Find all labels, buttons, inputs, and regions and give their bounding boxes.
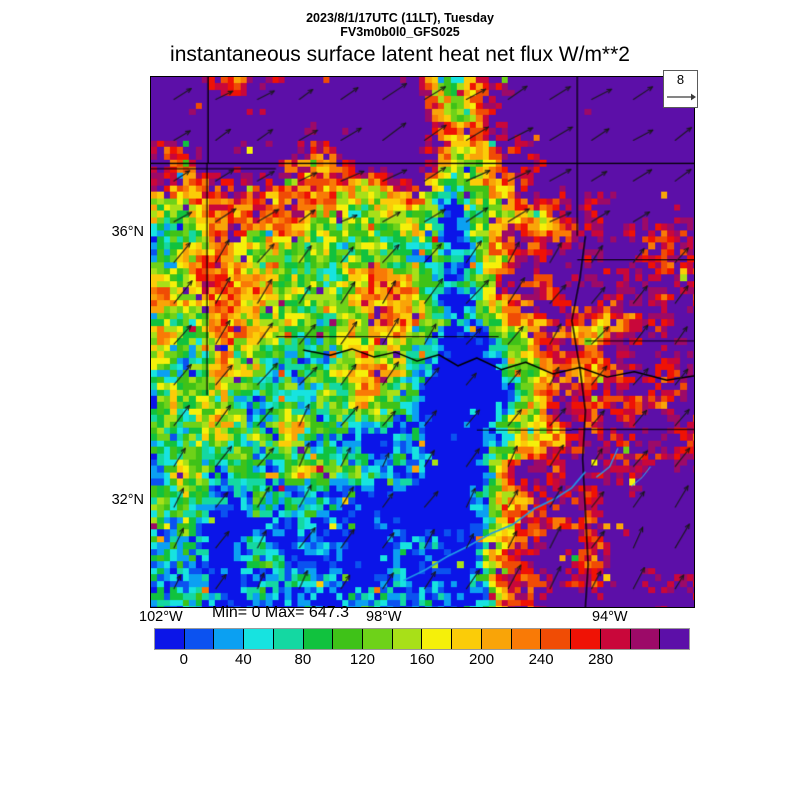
x-axis-tick-98w: 98°W (366, 609, 402, 625)
colorbar-swatch-1 (184, 629, 215, 649)
title-block: 2023/8/1/17UTC (11LT), Tuesday FV3m0b0l0… (0, 11, 800, 39)
colorbar-tick-160: 160 (409, 651, 435, 668)
heatmap-canvas (151, 77, 694, 607)
colorbar-tick-240: 240 (528, 651, 554, 668)
colorbar-swatch-12 (511, 629, 542, 649)
colorbar-tick-200: 200 (469, 651, 495, 668)
colorbar-swatch-13 (541, 629, 572, 649)
subtitle-model: FV3m0b0l0_GFS025 (340, 25, 460, 39)
wind-vector-legend: 8 (663, 70, 698, 108)
colorbar-swatch-8 (392, 629, 423, 649)
colorbar-swatch-17 (660, 629, 689, 649)
map-plot-area (150, 76, 695, 608)
colorbar-swatch-15 (600, 629, 631, 649)
colorbar (154, 628, 690, 650)
colorbar-tick-120: 120 (349, 651, 375, 668)
colorbar-tick-40: 40 (234, 651, 252, 668)
colorbar-tick-280: 280 (588, 651, 614, 668)
y-axis-tick-32n: 32°N (111, 492, 144, 508)
colorbar-tick-labels: 0 40 80 120 160 200 240 280 (154, 651, 690, 671)
subtitle-date: 2023/8/1/17UTC (11LT), Tuesday (306, 11, 494, 25)
x-axis-tick-94w: 94°W (592, 609, 628, 625)
colorbar-swatch-10 (452, 629, 482, 649)
page-title: instantaneous surface latent heat net fl… (170, 43, 630, 66)
colorbar-swatch-2 (214, 629, 245, 649)
colorbar-swatch-7 (363, 629, 393, 649)
colorbar-swatch-3 (244, 629, 274, 649)
colorbar-swatch-6 (333, 629, 364, 649)
minmax-annotation: Min= 0 Max= 647.3 (212, 604, 349, 621)
wind-vector-legend-value: 8 (676, 72, 685, 87)
colorbar-swatch-4 (273, 629, 304, 649)
x-axis-tick-102w: 102°W (139, 609, 183, 625)
colorbar-swatch-9 (422, 629, 453, 649)
wind-vector-arrow-icon (667, 93, 696, 101)
colorbar-swatch-16 (630, 629, 661, 649)
y-axis-tick-36n: 36°N (111, 224, 144, 240)
colorbar-tick-80: 80 (294, 651, 312, 668)
colorbar-swatch-11 (481, 629, 512, 649)
colorbar-swatch-14 (571, 629, 601, 649)
colorbar-swatch-5 (303, 629, 334, 649)
colorbar-swatch-0 (155, 629, 185, 649)
colorbar-tick-0: 0 (179, 651, 188, 668)
